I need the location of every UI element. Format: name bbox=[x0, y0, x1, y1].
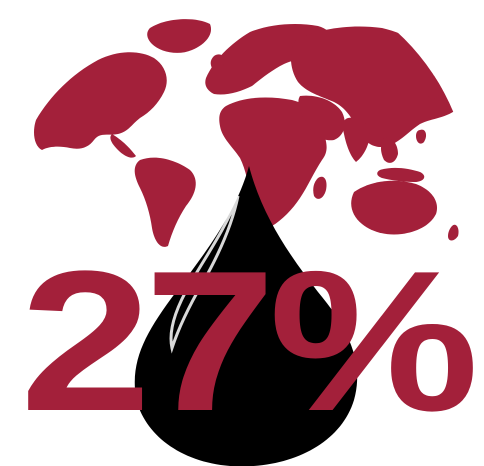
india-shape bbox=[342, 117, 370, 162]
asia-shape bbox=[290, 26, 463, 148]
north-america-shape bbox=[34, 52, 167, 150]
philippines-shape bbox=[416, 129, 427, 144]
new-zealand-shape bbox=[448, 224, 459, 241]
central-america-shape bbox=[110, 134, 136, 158]
south-america-shape bbox=[134, 157, 196, 247]
indonesia-shape bbox=[377, 167, 425, 182]
greenland-shape bbox=[147, 19, 212, 53]
globe-icon bbox=[34, 19, 463, 247]
madagascar-shape bbox=[313, 176, 327, 199]
southeast-asia-shape bbox=[381, 137, 398, 163]
arabia-shape bbox=[298, 95, 345, 141]
oil-drop-icon bbox=[134, 166, 358, 466]
africa-shape bbox=[219, 97, 327, 226]
australia-shape bbox=[351, 180, 438, 235]
british-isles-shape bbox=[210, 54, 225, 71]
statistic-value: 27% bbox=[20, 230, 473, 453]
